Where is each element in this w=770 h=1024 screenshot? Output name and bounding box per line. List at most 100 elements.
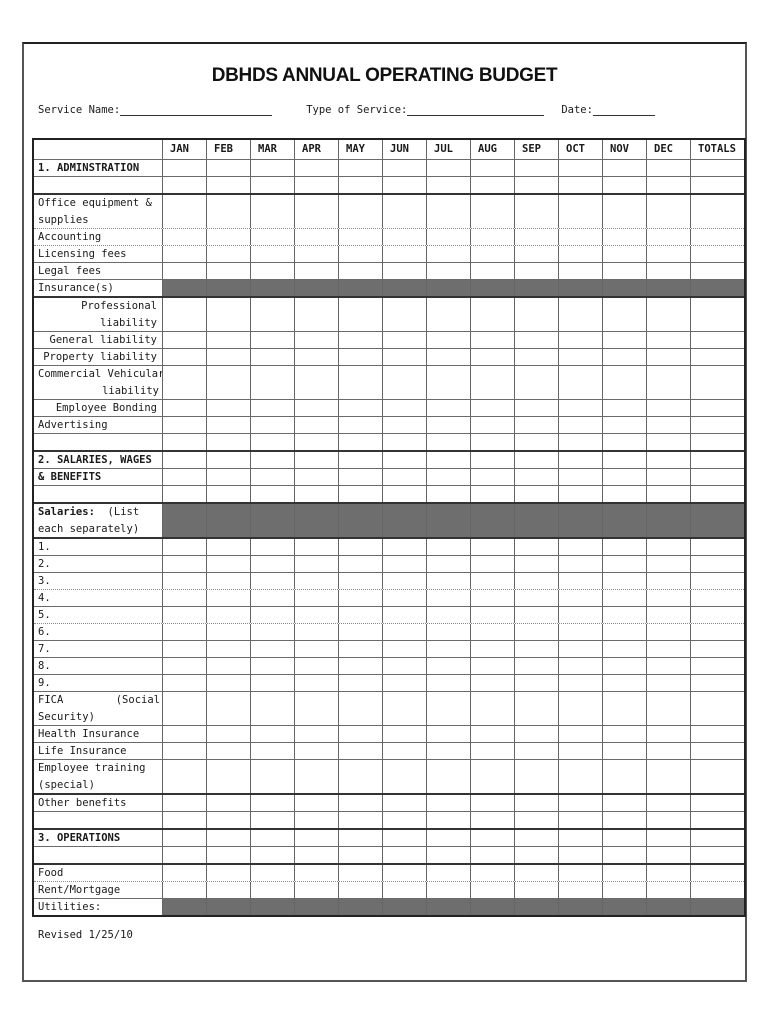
cell-spacer-3-nov[interactable] bbox=[602, 486, 646, 502]
cell-food-sep[interactable] bbox=[514, 865, 558, 881]
cell-spacer-4-jan[interactable] bbox=[162, 812, 206, 828]
cell-spacer-4-oct[interactable] bbox=[558, 812, 602, 828]
cell-commercial-vehicular-liability-totals[interactable] bbox=[690, 366, 744, 399]
cell-health-insurance-nov[interactable] bbox=[602, 726, 646, 742]
cell-general-liability-jun[interactable] bbox=[382, 332, 426, 348]
cell-professional-liability-mar[interactable] bbox=[250, 298, 294, 331]
cell-salary-9-oct[interactable] bbox=[558, 675, 602, 691]
cell-professional-liability-oct[interactable] bbox=[558, 298, 602, 331]
cell-salary-6-may[interactable] bbox=[338, 624, 382, 640]
cell-section-1-administration-aug[interactable] bbox=[470, 160, 514, 176]
cell-professional-liability-jul[interactable] bbox=[426, 298, 470, 331]
cell-salary-6-apr[interactable] bbox=[294, 624, 338, 640]
cell-legal-fees-nov[interactable] bbox=[602, 263, 646, 279]
cell-salary-5-mar[interactable] bbox=[250, 607, 294, 623]
cell-employee-training-special-jun[interactable] bbox=[382, 760, 426, 793]
cell-salary-2-aug[interactable] bbox=[470, 556, 514, 572]
cell-spacer-2-nov[interactable] bbox=[602, 434, 646, 450]
cell-salary-5-jan[interactable] bbox=[162, 607, 206, 623]
cell-salary-9-jun[interactable] bbox=[382, 675, 426, 691]
cell-section-2-benefits-feb[interactable] bbox=[206, 469, 250, 485]
cell-spacer-2-aug[interactable] bbox=[470, 434, 514, 450]
cell-fica-social-security-oct[interactable] bbox=[558, 692, 602, 725]
cell-employee-training-special-aug[interactable] bbox=[470, 760, 514, 793]
cell-salary-5-jul[interactable] bbox=[426, 607, 470, 623]
cell-salary-5-sep[interactable] bbox=[514, 607, 558, 623]
cell-salary-4-apr[interactable] bbox=[294, 590, 338, 606]
cell-salary-5-nov[interactable] bbox=[602, 607, 646, 623]
cell-advertising-feb[interactable] bbox=[206, 417, 250, 433]
cell-spacer-1-apr[interactable] bbox=[294, 177, 338, 193]
cell-salary-3-nov[interactable] bbox=[602, 573, 646, 589]
cell-salary-2-nov[interactable] bbox=[602, 556, 646, 572]
cell-spacer-2-oct[interactable] bbox=[558, 434, 602, 450]
cell-salary-4-feb[interactable] bbox=[206, 590, 250, 606]
cell-section-2-benefits-oct[interactable] bbox=[558, 469, 602, 485]
cell-salary-9-nov[interactable] bbox=[602, 675, 646, 691]
cell-professional-liability-nov[interactable] bbox=[602, 298, 646, 331]
cell-section-2-benefits-nov[interactable] bbox=[602, 469, 646, 485]
cell-spacer-3-sep[interactable] bbox=[514, 486, 558, 502]
cell-salary-2-sep[interactable] bbox=[514, 556, 558, 572]
cell-property-liability-oct[interactable] bbox=[558, 349, 602, 365]
cell-salary-2-mar[interactable] bbox=[250, 556, 294, 572]
cell-general-liability-mar[interactable] bbox=[250, 332, 294, 348]
cell-rent-mortgage-jun[interactable] bbox=[382, 882, 426, 898]
cell-section-2-salaries-wages-nov[interactable] bbox=[602, 452, 646, 468]
cell-employee-training-special-apr[interactable] bbox=[294, 760, 338, 793]
cell-employee-training-special-oct[interactable] bbox=[558, 760, 602, 793]
cell-spacer-2-feb[interactable] bbox=[206, 434, 250, 450]
cell-employee-bonding-dec[interactable] bbox=[646, 400, 690, 416]
cell-other-benefits-nov[interactable] bbox=[602, 795, 646, 811]
cell-spacer-5-mar[interactable] bbox=[250, 847, 294, 863]
cell-general-liability-feb[interactable] bbox=[206, 332, 250, 348]
cell-general-liability-totals[interactable] bbox=[690, 332, 744, 348]
cell-commercial-vehicular-liability-may[interactable] bbox=[338, 366, 382, 399]
cell-spacer-1-sep[interactable] bbox=[514, 177, 558, 193]
cell-salary-2-oct[interactable] bbox=[558, 556, 602, 572]
cell-section-2-salaries-wages-totals[interactable] bbox=[690, 452, 744, 468]
cell-accounting-totals[interactable] bbox=[690, 229, 744, 245]
cell-accounting-oct[interactable] bbox=[558, 229, 602, 245]
cell-life-insurance-feb[interactable] bbox=[206, 743, 250, 759]
cell-accounting-jun[interactable] bbox=[382, 229, 426, 245]
cell-spacer-5-feb[interactable] bbox=[206, 847, 250, 863]
cell-property-liability-aug[interactable] bbox=[470, 349, 514, 365]
cell-licensing-fees-aug[interactable] bbox=[470, 246, 514, 262]
cell-spacer-5-totals[interactable] bbox=[690, 847, 744, 863]
cell-section-2-benefits-mar[interactable] bbox=[250, 469, 294, 485]
cell-life-insurance-aug[interactable] bbox=[470, 743, 514, 759]
cell-life-insurance-nov[interactable] bbox=[602, 743, 646, 759]
cell-spacer-2-jun[interactable] bbox=[382, 434, 426, 450]
cell-section-2-salaries-wages-jun[interactable] bbox=[382, 452, 426, 468]
cell-health-insurance-dec[interactable] bbox=[646, 726, 690, 742]
cell-other-benefits-aug[interactable] bbox=[470, 795, 514, 811]
cell-professional-liability-jan[interactable] bbox=[162, 298, 206, 331]
cell-rent-mortgage-jul[interactable] bbox=[426, 882, 470, 898]
cell-rent-mortgage-apr[interactable] bbox=[294, 882, 338, 898]
cell-section-2-benefits-jul[interactable] bbox=[426, 469, 470, 485]
cell-spacer-3-apr[interactable] bbox=[294, 486, 338, 502]
cell-salary-7-jan[interactable] bbox=[162, 641, 206, 657]
cell-spacer-5-apr[interactable] bbox=[294, 847, 338, 863]
cell-other-benefits-mar[interactable] bbox=[250, 795, 294, 811]
cell-section-2-benefits-jun[interactable] bbox=[382, 469, 426, 485]
cell-general-liability-aug[interactable] bbox=[470, 332, 514, 348]
cell-spacer-1-jul[interactable] bbox=[426, 177, 470, 193]
cell-salary-6-dec[interactable] bbox=[646, 624, 690, 640]
cell-general-liability-sep[interactable] bbox=[514, 332, 558, 348]
cell-salary-4-jun[interactable] bbox=[382, 590, 426, 606]
cell-fica-social-security-sep[interactable] bbox=[514, 692, 558, 725]
cell-salary-7-feb[interactable] bbox=[206, 641, 250, 657]
cell-section-3-operations-totals[interactable] bbox=[690, 830, 744, 846]
cell-salary-5-feb[interactable] bbox=[206, 607, 250, 623]
cell-health-insurance-totals[interactable] bbox=[690, 726, 744, 742]
cell-licensing-fees-sep[interactable] bbox=[514, 246, 558, 262]
cell-advertising-jul[interactable] bbox=[426, 417, 470, 433]
cell-salary-6-mar[interactable] bbox=[250, 624, 294, 640]
cell-food-dec[interactable] bbox=[646, 865, 690, 881]
cell-commercial-vehicular-liability-sep[interactable] bbox=[514, 366, 558, 399]
cell-section-2-salaries-wages-may[interactable] bbox=[338, 452, 382, 468]
cell-spacer-4-sep[interactable] bbox=[514, 812, 558, 828]
cell-licensing-fees-apr[interactable] bbox=[294, 246, 338, 262]
